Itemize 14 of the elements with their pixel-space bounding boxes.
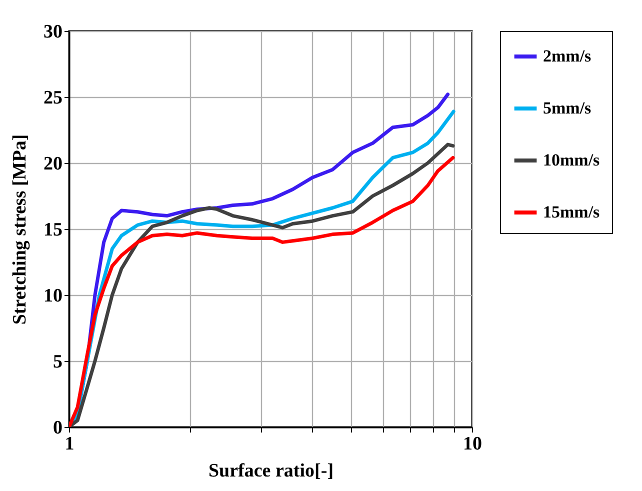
legend-label: 5mm/s: [543, 98, 592, 118]
y-tick-label: 15: [44, 220, 62, 240]
y-tick-label: 30: [44, 22, 62, 42]
y-tick-label: 5: [53, 352, 62, 372]
x-tick-label: 1: [64, 434, 74, 454]
legend-label: 15mm/s: [543, 202, 600, 222]
y-tick-label: 10: [44, 286, 62, 306]
x-axis-title: Surface ratio[-]: [208, 460, 334, 482]
legend-label: 2mm/s: [543, 46, 592, 66]
y-axis-title: Stretching stress [MPa]: [10, 134, 30, 325]
legend-label: 10mm/s: [543, 150, 600, 170]
y-tick-label: 25: [44, 88, 62, 108]
y-tick-label: 20: [44, 154, 62, 174]
y-tick-label: 0: [53, 418, 62, 438]
